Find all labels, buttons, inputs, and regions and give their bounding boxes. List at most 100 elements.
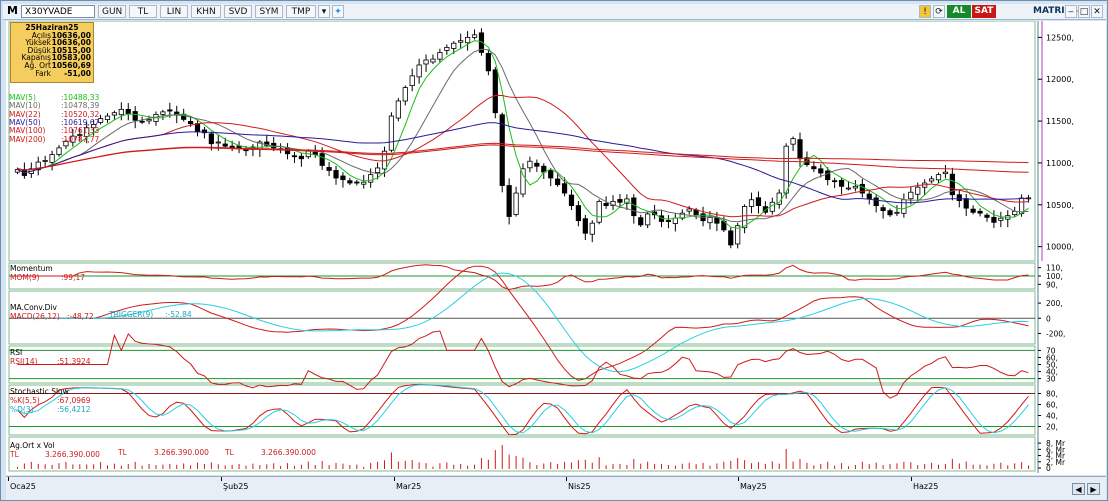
candle-body (949, 173, 955, 196)
candle-body (790, 138, 796, 145)
indicator-tick-label: 60, (1046, 353, 1058, 362)
mav22-line (17, 94, 1029, 218)
candle-body (437, 52, 443, 60)
candle-body (631, 197, 637, 217)
macd-label: MACD(26,12) (10, 312, 60, 321)
candle-body (374, 167, 381, 174)
price-tick-label: 12500, (1046, 33, 1074, 42)
candle-body (742, 206, 748, 229)
mav5-line (17, 40, 1029, 229)
candle-body (388, 115, 395, 151)
candle-body (70, 135, 76, 143)
period-button[interactable]: GUN (98, 5, 126, 18)
tmp-button[interactable]: TMP (286, 5, 316, 18)
macd-value: :-48,72 (67, 312, 94, 321)
candle-body (326, 167, 332, 171)
date-tick (8, 477, 9, 481)
date-tick (221, 477, 222, 481)
candle-body (686, 208, 692, 212)
candle-body (194, 123, 201, 133)
candle-body (866, 193, 872, 200)
currency-button[interactable]: TL (129, 5, 157, 18)
close-icon[interactable]: ✕ (1091, 5, 1103, 18)
mav50-line (17, 122, 1029, 204)
candle-body (63, 140, 69, 147)
stoch-d-label: %D(3) (10, 405, 34, 414)
candle-body (568, 194, 575, 207)
indicator-tick-label: 8, Mr (1046, 439, 1066, 448)
candle-body (222, 143, 228, 147)
candle-body (42, 160, 48, 162)
candle-body (146, 119, 152, 122)
price-tick-label: 12000, (1046, 75, 1074, 84)
sym-button[interactable]: SYM (255, 5, 283, 18)
sell-button[interactable]: SAT (972, 5, 996, 18)
date-label: Nis25 (568, 482, 591, 491)
candle-body (707, 216, 713, 224)
candle-body (880, 207, 886, 212)
khn-button[interactable]: KHN (191, 5, 221, 18)
twitter-icon[interactable]: ✦ (332, 5, 344, 18)
date-label: Haz25 (913, 482, 939, 491)
ma-legend-name: MAV(10) (9, 101, 41, 111)
candle-body (825, 170, 831, 181)
candle-body (485, 53, 491, 72)
candle-body (748, 199, 755, 207)
indicator-tick-label: 100, (1046, 272, 1063, 281)
candle-body (132, 111, 138, 121)
info-value: 10636,00 (51, 38, 91, 48)
info-value: -51,00 (64, 68, 91, 78)
dropdown-arrow-icon[interactable]: ▾ (318, 5, 330, 18)
macd-title: MA.Conv.Div (10, 303, 57, 312)
price-tick-label: 10500, (1046, 201, 1074, 210)
ma-legend-name: MAV(22) (9, 109, 41, 119)
lin-button[interactable]: LIN (160, 5, 188, 18)
candle-body (998, 217, 1004, 221)
candle-body (984, 214, 990, 218)
scroll-right-icon[interactable]: ▶ (1087, 483, 1100, 495)
scroll-left-icon[interactable]: ◀ (1072, 483, 1085, 495)
candle-body (430, 58, 436, 63)
candle-body (104, 115, 111, 120)
chart-area[interactable]: 12500, 12000, 11500, 11000, 10500, 10000, 110,… (6, 21, 1106, 475)
indicator-tick-label: 0 (1046, 464, 1051, 473)
rsi-line (17, 330, 1029, 399)
info-label: Açılış (31, 30, 51, 40)
stoch-k-label: %K(5,5) (10, 396, 40, 405)
candle-body (167, 109, 173, 112)
value-axis (1038, 21, 1106, 475)
rsi-value: :51,3924 (57, 357, 91, 366)
candle-body (458, 40, 464, 43)
candle-body (478, 32, 485, 53)
candle-body (444, 47, 450, 51)
indicator-tick-label: 70 (1046, 346, 1056, 355)
candle-body (520, 168, 526, 195)
date-tick (394, 477, 395, 481)
candle-body (527, 160, 533, 169)
ohlc-info-box: 25Haziran25 Açılış 10636,00 Yüksek 10636,0… (10, 22, 94, 83)
refresh-icon[interactable]: ⟳ (933, 5, 945, 18)
settings-icon[interactable]: ! (919, 5, 931, 18)
candle-body (111, 112, 118, 116)
maximize-icon[interactable]: □ (1078, 5, 1090, 18)
candle-body (291, 155, 298, 158)
info-value: 10515,00 (51, 45, 91, 55)
candle-body (354, 181, 360, 184)
candle-body (492, 69, 498, 114)
candle-body (402, 87, 408, 102)
candle-body (804, 157, 810, 166)
minimize-icon[interactable]: ‒ (1065, 5, 1077, 18)
candle-body (361, 181, 367, 185)
volume-value: 3.266.390.000 (154, 448, 209, 457)
candle-body (513, 192, 519, 215)
candle-body (91, 124, 97, 129)
candle-body (416, 64, 422, 78)
candle-body (340, 175, 346, 181)
indicator-tick-label: 4, Mr (1046, 452, 1066, 461)
candle-body (859, 183, 865, 194)
price-tick-label: 11500, (1046, 117, 1074, 126)
indicator-tick-label: 110, (1046, 264, 1063, 273)
svd-button[interactable]: SVD (224, 5, 252, 18)
buy-button[interactable]: AL (947, 5, 971, 18)
symbol-input[interactable]: X30YVADE (21, 5, 95, 18)
